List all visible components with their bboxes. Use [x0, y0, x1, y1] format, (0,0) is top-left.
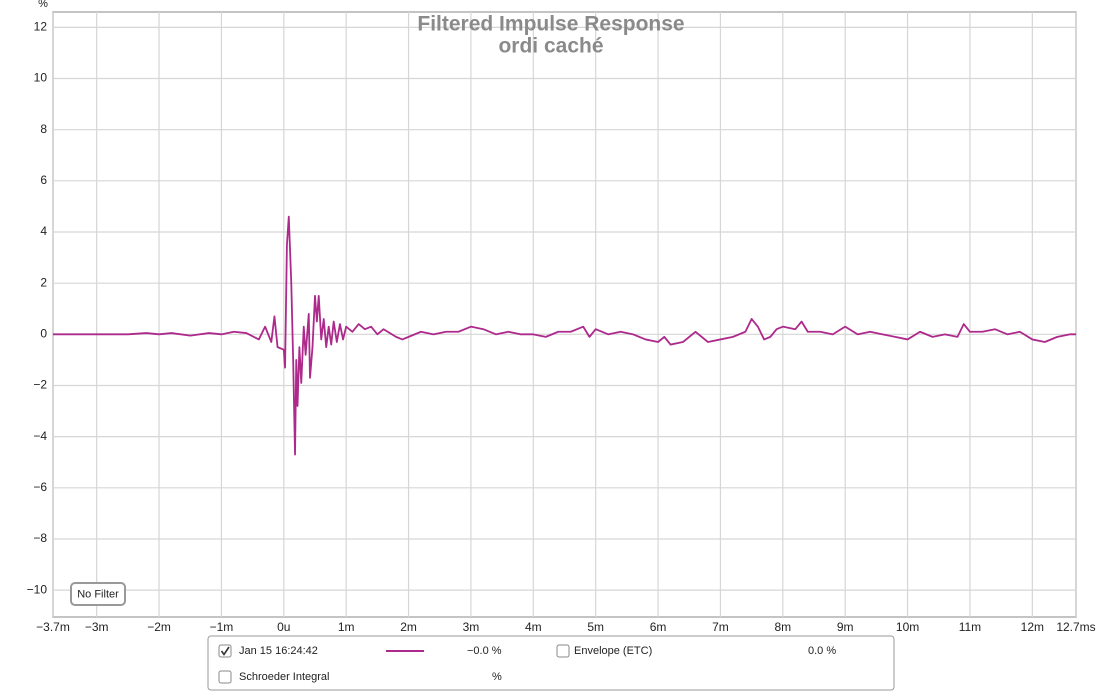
x-tick-label: 12.7ms — [1056, 620, 1095, 634]
y-tick-label: 6 — [40, 173, 47, 187]
x-tick-label: 0u — [277, 620, 290, 634]
legend: Jan 15 16:24:42 −0.0 % Envelope (ETC) 0.0 %… — [218, 644, 836, 684]
legend-label: Jan 15 16:24:42 — [239, 645, 318, 657]
y-tick-label: −6 — [33, 480, 47, 494]
x-tick-label: 8m — [774, 620, 791, 634]
legend-box — [207, 635, 895, 691]
x-tick-label: 9m — [837, 620, 854, 634]
legend-readout: 0.0 % — [808, 645, 836, 657]
x-tick-label: 3m — [463, 620, 480, 634]
y-tick-label: −8 — [33, 531, 47, 545]
x-tick-label: 10m — [896, 620, 919, 634]
legend-readout: % — [492, 671, 502, 683]
y-tick-label: −4 — [33, 429, 47, 443]
y-tick-label: 2 — [40, 275, 47, 289]
x-tick-label: −1m — [210, 620, 234, 634]
x-tick-label: 2m — [400, 620, 417, 634]
legend-readout: −0.0 % — [467, 645, 502, 657]
x-tick-label: 6m — [650, 620, 667, 634]
x-tick-label: 12m — [1021, 620, 1044, 634]
x-tick-label: 11m — [959, 620, 981, 634]
filter-button-label[interactable]: No Filter — [77, 588, 119, 600]
x-tick-label: −3m — [85, 620, 109, 634]
x-tick-label: 7m — [712, 620, 729, 634]
y-tick-label: 0 — [40, 326, 47, 340]
filter-button-frame[interactable] — [70, 582, 126, 606]
checkmark — [220, 646, 230, 656]
y-tick-label: −2 — [33, 378, 47, 392]
checkbox[interactable] — [218, 644, 232, 658]
x-tick-label: 4m — [525, 620, 542, 634]
x-tick-label: 1m — [338, 620, 355, 634]
checkbox[interactable] — [218, 670, 232, 684]
plot-frame — [52, 11, 1077, 618]
chart-title: Filtered Impulse Response — [417, 13, 684, 36]
x-tick-label: −3.7m — [36, 620, 70, 634]
legend-label: Schroeder Integral — [239, 671, 330, 683]
x-tick-label: 5m — [587, 620, 604, 634]
grid — [52, 12, 1077, 617]
checkbox[interactable] — [556, 644, 570, 658]
filter-button[interactable]: No Filter — [70, 582, 126, 606]
legend-label: Envelope (ETC) — [574, 645, 652, 657]
series-line — [53, 215, 1076, 456]
chart-subtitle: ordi caché — [498, 35, 603, 58]
y-tick-label: 12 — [34, 20, 48, 34]
y-tick-label: −10 — [27, 582, 48, 596]
y-tick-label: 10 — [34, 71, 48, 85]
y-tick-label: 4 — [40, 224, 47, 238]
y-unit: % — [38, 0, 48, 10]
lines — [53, 215, 1076, 456]
x-tick-label: −2m — [147, 620, 171, 634]
y-tick-label: 8 — [40, 122, 47, 136]
